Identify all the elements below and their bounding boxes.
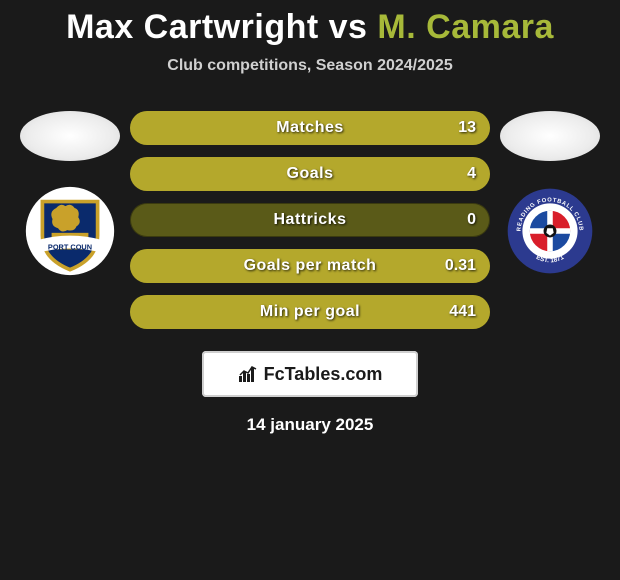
subtitle: Club competitions, Season 2024/2025 xyxy=(167,57,452,75)
right-club-crest: READING FOOTBALL CLUB EST. 1871 xyxy=(504,185,596,277)
player1-avatar xyxy=(20,111,120,161)
right-side: READING FOOTBALL CLUB EST. 1871 xyxy=(490,111,610,277)
stat-value-right: 441 xyxy=(449,295,476,329)
stats-column: Matches13 Goals4 Hattricks0 Goals per match… xyxy=(130,111,490,329)
comparison-card: Max Cartwright vs M. Camara Club competi… xyxy=(0,0,620,580)
bar-chart-icon xyxy=(238,364,258,384)
stat-value-right: 4 xyxy=(467,157,476,191)
stat-bar: Hattricks0 xyxy=(130,203,490,237)
stat-label: Hattricks xyxy=(130,203,490,237)
stat-label: Matches xyxy=(130,111,490,145)
player2-avatar xyxy=(500,111,600,161)
stockport-crest-icon: PORT COUN xyxy=(24,185,116,277)
brand-badge[interactable]: FcTables.com xyxy=(202,351,418,397)
stat-value-right: 13 xyxy=(458,111,476,145)
stat-bar: Matches13 xyxy=(130,111,490,145)
stat-bar: Goals per match0.31 xyxy=(130,249,490,283)
stat-value-right: 0 xyxy=(467,203,476,237)
stat-label: Goals xyxy=(130,157,490,191)
snapshot-date: 14 january 2025 xyxy=(247,415,374,435)
svg-text:PORT COUN: PORT COUN xyxy=(48,242,92,251)
player2-name: M. Camara xyxy=(377,8,553,46)
comparison-arena: PORT COUN Matches13 Goals4 Hattricks0 Goals… xyxy=(0,111,620,329)
stat-value-right: 0.31 xyxy=(445,249,476,283)
stat-label: Min per goal xyxy=(130,295,490,329)
page-title: Max Cartwright vs M. Camara xyxy=(66,8,554,47)
left-club-crest: PORT COUN xyxy=(24,185,116,277)
stat-bar: Goals4 xyxy=(130,157,490,191)
reading-crest-icon: READING FOOTBALL CLUB EST. 1871 xyxy=(504,185,596,277)
stat-bar: Min per goal441 xyxy=(130,295,490,329)
player1-name: Max Cartwright xyxy=(66,8,319,46)
brand-text: FcTables.com xyxy=(264,364,383,385)
title-vs: vs xyxy=(329,8,368,46)
left-side: PORT COUN xyxy=(10,111,130,277)
stat-label: Goals per match xyxy=(130,249,490,283)
